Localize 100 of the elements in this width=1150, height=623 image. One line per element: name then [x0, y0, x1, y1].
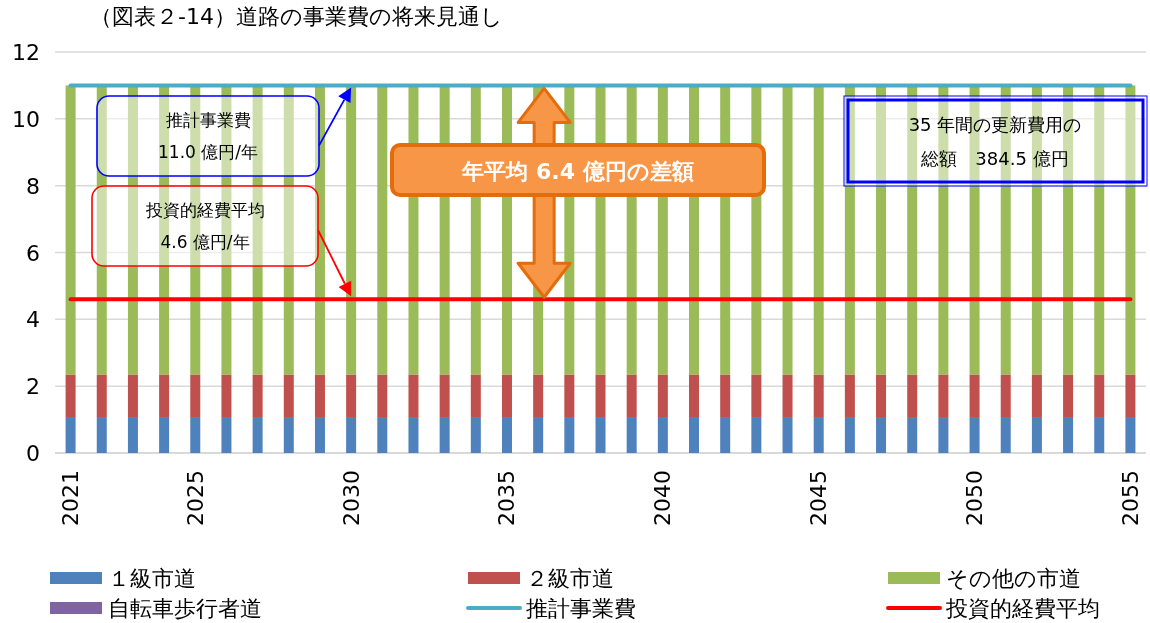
bar [782, 374, 793, 418]
bar [813, 417, 824, 453]
x-tick-label: 2040 [650, 470, 676, 526]
chart-title: （図表２-14）道路の事業費の将来見通し [90, 4, 503, 29]
bar [1063, 374, 1074, 418]
bar [564, 374, 575, 418]
bar [501, 417, 512, 453]
x-tick-label: 2050 [962, 470, 988, 526]
legend-label: 自転車歩行者道 [108, 595, 262, 621]
bar [190, 417, 201, 453]
bar [657, 417, 668, 453]
bar [720, 374, 731, 418]
gap-label: 年平均 6.4 億円の差額 [390, 143, 766, 197]
bar [533, 417, 544, 453]
bar [751, 374, 762, 418]
bar [969, 417, 980, 453]
annotation: 投資的経費平均 4.6 億円/年 [144, 199, 265, 253]
bar [595, 374, 606, 418]
bar [377, 417, 388, 453]
bar [127, 374, 138, 418]
y-tick-label: 12 [12, 40, 40, 65]
bar [501, 374, 512, 418]
bar [252, 374, 263, 418]
legend-label: １級市道 [108, 565, 196, 591]
bar [626, 374, 637, 418]
bar [377, 85, 388, 375]
x-tick-label: 2045 [806, 470, 832, 526]
bar [283, 374, 294, 418]
bar [626, 417, 637, 453]
bar [876, 374, 887, 418]
x-tick-label: 2025 [182, 470, 208, 526]
annotation: 年平均 6.4 億円の差額 [461, 158, 694, 184]
bar [1125, 417, 1136, 453]
bar [1000, 417, 1011, 453]
bar [1031, 417, 1042, 453]
bar [65, 417, 76, 453]
bar [127, 85, 138, 375]
bar [221, 374, 232, 418]
bar [314, 417, 325, 453]
x-tick-label: 2055 [1117, 470, 1143, 526]
bar [657, 374, 668, 418]
y-tick-label: 2 [26, 374, 40, 400]
bar [127, 417, 138, 453]
bar [1094, 417, 1105, 453]
bar [470, 374, 481, 418]
bar [314, 374, 325, 418]
bar [844, 374, 855, 418]
bar [439, 374, 450, 418]
bar [876, 85, 887, 375]
x-tick-label: 2030 [338, 470, 364, 526]
bar [283, 417, 294, 453]
bar [159, 374, 170, 418]
x-tick-label: 2035 [494, 470, 520, 526]
bar [907, 374, 918, 418]
bar [346, 374, 357, 418]
y-tick-label: 10 [12, 106, 40, 132]
legend-label: 投資的経費平均 [945, 595, 1100, 621]
bar [159, 417, 170, 453]
y-tick-label: 4 [26, 307, 40, 333]
bar [938, 417, 949, 453]
bar [1094, 85, 1105, 375]
bar [1094, 374, 1105, 418]
bar [221, 417, 232, 453]
bar [720, 417, 731, 453]
legend-label: その他の市道 [946, 565, 1081, 591]
bar [65, 374, 76, 418]
bar [346, 417, 357, 453]
bar [907, 417, 918, 453]
bar [938, 374, 949, 418]
bar [689, 374, 700, 418]
bar [1000, 374, 1011, 418]
y-tick-label: 6 [26, 240, 40, 266]
y-tick-label: 8 [26, 173, 40, 199]
bar [283, 85, 294, 375]
bar [96, 417, 107, 453]
bar [782, 417, 793, 453]
bar [689, 417, 700, 453]
bar [96, 374, 107, 418]
annotation: 総額 384.5 億円 [920, 147, 1069, 169]
bar [876, 417, 887, 453]
bar [377, 374, 388, 418]
y-tick-label: 0 [26, 441, 40, 466]
bar [782, 85, 793, 375]
bar [408, 417, 419, 453]
bar [564, 417, 575, 453]
bar [470, 417, 481, 453]
total-box: 35 年間の更新費用の 総額 384.5 億円 [843, 95, 1148, 187]
bar [408, 374, 419, 418]
bar [439, 417, 450, 453]
bar [813, 85, 824, 375]
bar [190, 374, 201, 418]
bar [1125, 85, 1136, 375]
annotation: 推計事業費 11.0 億円/年 [158, 109, 258, 163]
legend-label: ２級市道 [526, 565, 614, 591]
bar [252, 417, 263, 453]
bar [595, 417, 606, 453]
bar [1063, 417, 1074, 453]
bar [844, 417, 855, 453]
bar [96, 85, 107, 375]
x-tick-label: 2021 [58, 470, 84, 526]
